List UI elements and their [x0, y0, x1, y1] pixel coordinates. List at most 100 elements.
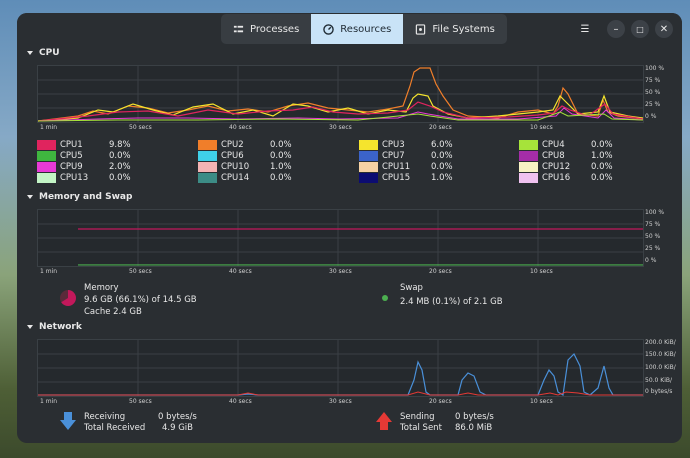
sending-label: Sending: [400, 412, 435, 422]
time-tick-label: 50 secs: [129, 398, 152, 405]
cpu-value: 2.0%: [109, 162, 131, 172]
cpu-name: CPU9: [60, 162, 83, 172]
download-arrow-icon: [60, 412, 76, 430]
main-menu-button[interactable]: ☰: [576, 20, 594, 38]
tab-resources[interactable]: Resources: [311, 14, 404, 44]
net-tick-label: 0 bytes/s: [645, 388, 673, 395]
cpu-legend-item[interactable]: CPU3 6.0%: [359, 140, 471, 150]
cpu-legend-item[interactable]: CPU14 0.0%: [198, 173, 310, 183]
cpu-value: 0.0%: [270, 151, 292, 161]
pct-tick-label: 75 %: [645, 221, 661, 228]
time-tick-label: 40 secs: [229, 398, 252, 405]
memory-cache: Cache 2.4 GB: [84, 307, 142, 317]
pct-tick-label: 25 %: [645, 101, 661, 108]
sending-info: Sending 0 bytes/s Total Sent 86.0 MiB: [400, 412, 494, 434]
cpu-value: 1.0%: [431, 173, 453, 183]
network-section-header[interactable]: Network: [27, 322, 82, 332]
cpu-name: CPU6: [221, 151, 244, 161]
cpu-value: 0.0%: [591, 173, 613, 183]
cpu-color-swatch[interactable]: [37, 140, 56, 150]
cpu-name: CPU1: [60, 140, 83, 150]
time-tick-label: 20 secs: [429, 398, 452, 405]
cpu-color-swatch[interactable]: [359, 140, 378, 150]
tab-label: File Systems: [432, 23, 495, 35]
cpu-legend-item[interactable]: CPU2 0.0%: [198, 140, 310, 150]
time-tick-label: 40 secs: [229, 124, 252, 131]
total-received-value: 4.9 GiB: [162, 423, 193, 433]
cpu-name: CPU8: [542, 151, 565, 161]
total-sent-label: Total Sent: [400, 423, 442, 433]
time-tick-label: 20 secs: [429, 268, 452, 275]
cpu-color-swatch[interactable]: [519, 173, 538, 183]
cpu-value: 0.0%: [270, 173, 292, 183]
cpu-name: CPU7: [382, 151, 405, 161]
cpu-legend-item[interactable]: CPU7 0.0%: [359, 151, 471, 161]
cpu-legend-item[interactable]: CPU5 0.0%: [37, 151, 149, 161]
cpu-value: 0.0%: [270, 140, 292, 150]
cpu-color-swatch[interactable]: [519, 162, 538, 172]
cpu-name: CPU4: [542, 140, 565, 150]
minimize-icon: –: [613, 23, 619, 35]
cpu-legend-item[interactable]: CPU15 1.0%: [359, 173, 471, 183]
cpu-color-swatch[interactable]: [37, 151, 56, 161]
pct-tick-label: 25 %: [645, 245, 661, 252]
total-sent-value: 86.0 MiB: [455, 423, 493, 433]
cpu-legend-item[interactable]: CPU10 1.0%: [198, 162, 310, 172]
cpu-legend-item[interactable]: CPU11 0.0%: [359, 162, 471, 172]
cpu-color-swatch[interactable]: [198, 173, 217, 183]
cpu-legend-item[interactable]: CPU1 9.8%: [37, 140, 149, 150]
cpu-name: CPU12: [542, 162, 571, 172]
tab-label: Processes: [250, 23, 300, 35]
memory-section-title: Memory and Swap: [39, 192, 133, 202]
cpu-color-swatch[interactable]: [519, 151, 538, 161]
cpu-section-header[interactable]: CPU: [27, 48, 60, 58]
cpu-value: 0.0%: [109, 173, 131, 183]
cpu-color-swatch[interactable]: [198, 151, 217, 161]
network-graph-svg: [38, 340, 643, 396]
cpu-color-swatch[interactable]: [519, 140, 538, 150]
cpu-color-swatch[interactable]: [198, 140, 217, 150]
cpu-color-swatch[interactable]: [37, 173, 56, 183]
pct-tick-label: 100 %: [645, 65, 665, 72]
total-received-label: Total Received: [84, 423, 146, 433]
cpu-color-swatch[interactable]: [198, 162, 217, 172]
cpu-legend-item[interactable]: CPU9 2.0%: [37, 162, 149, 172]
cpu-name: CPU5: [60, 151, 83, 161]
minimize-button[interactable]: –: [607, 20, 625, 38]
pct-tick-label: 75 %: [645, 77, 661, 84]
cpu-legend-item[interactable]: CPU16 0.0%: [519, 173, 631, 183]
close-icon: ✕: [659, 23, 669, 35]
view-switcher: Processes Resources File Systems: [221, 14, 507, 44]
memory-section-header[interactable]: Memory and Swap: [27, 192, 132, 202]
cpu-legend-item[interactable]: CPU8 1.0%: [519, 151, 631, 161]
time-tick-label: 20 secs: [429, 124, 452, 131]
cpu-value: 1.0%: [270, 162, 292, 172]
cpu-name: CPU16: [542, 173, 571, 183]
net-tick-label: 200.0 KiB/: [645, 339, 676, 346]
maximize-button[interactable]: □: [631, 20, 649, 38]
cpu-legend-item[interactable]: CPU6 0.0%: [198, 151, 310, 161]
tab-file-systems[interactable]: File Systems: [403, 14, 506, 44]
memory-info: Memory 9.6 GB (66.1%) of 14.5 GB Cache 2…: [84, 282, 197, 318]
cpu-color-swatch[interactable]: [359, 173, 378, 183]
sending-value: 0 bytes/s: [455, 412, 494, 422]
cpu-color-swatch[interactable]: [37, 162, 56, 172]
time-tick-label: 10 secs: [530, 398, 553, 405]
cpu-legend-item[interactable]: CPU4 0.0%: [519, 140, 631, 150]
maximize-icon: □: [636, 24, 644, 34]
cpu-color-swatch[interactable]: [359, 151, 378, 161]
cpu-value: 0.0%: [591, 162, 613, 172]
cpu-color-swatch[interactable]: [359, 162, 378, 172]
cpu-name: CPU15: [382, 173, 411, 183]
cpu-name: CPU10: [221, 162, 250, 172]
cpu-name: CPU13: [60, 173, 89, 183]
cpu-name: CPU3: [382, 140, 405, 150]
time-tick-label: 50 secs: [129, 124, 152, 131]
filesystems-icon: [416, 23, 426, 35]
cpu-legend-item[interactable]: CPU13 0.0%: [37, 173, 149, 183]
cpu-legend-item[interactable]: CPU12 0.0%: [519, 162, 631, 172]
tab-processes[interactable]: Processes: [221, 14, 311, 44]
close-button[interactable]: ✕: [655, 20, 673, 38]
network-history-graph: [37, 339, 644, 397]
memory-history-graph: [37, 209, 644, 267]
